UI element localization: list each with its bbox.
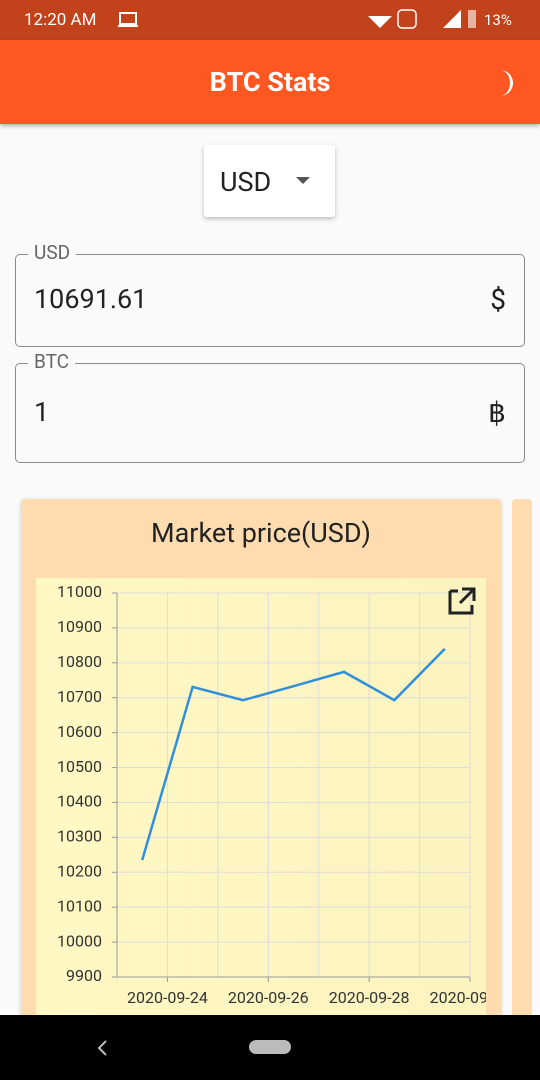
y-tick-label: 9900 (66, 966, 102, 985)
x-tick-label: 2020-09-30 (430, 988, 486, 1007)
field-label: BTC (28, 350, 76, 373)
plot-bg (36, 578, 486, 1015)
y-tick-label: 10100 (57, 896, 102, 915)
usd-field[interactable]: USD 10691.61 $ (15, 241, 525, 347)
nav-bar (0, 1015, 540, 1080)
field-suffix: ฿ (488, 396, 506, 429)
y-tick-label: 10500 (57, 757, 102, 776)
status-icons (368, 9, 476, 29)
currency-value: USD (220, 166, 272, 198)
card-title: Market price(USD) (151, 517, 371, 549)
laptop-icon (118, 12, 138, 27)
field-value: 1 (34, 396, 50, 428)
x-tick-label: 2020-09-26 (228, 988, 309, 1007)
app-bar: BTC Stats (0, 40, 540, 124)
y-tick-label: 10000 (57, 931, 102, 950)
y-tick-label: 10700 (57, 687, 102, 706)
btc-field[interactable]: BTC 1 ฿ (15, 350, 525, 463)
theme-toggle[interactable] (492, 68, 518, 98)
battery: 13% (484, 11, 512, 29)
y-tick-label: 10600 (57, 722, 102, 741)
currency-dropdown[interactable]: USD (204, 145, 335, 217)
status-bar: 12:20 AM 13% (0, 0, 540, 40)
app-title: BTC Stats (209, 66, 331, 98)
next-card (512, 499, 532, 1019)
field-label: USD (28, 241, 77, 264)
field-suffix: $ (490, 283, 506, 316)
x-tick-label: 2020-09-24 (127, 988, 208, 1007)
chart: 9900 10000 10100 10200 10300 10400 10500 10600 1… (36, 578, 486, 1015)
back-button[interactable] (96, 1039, 110, 1057)
y-tick-label: 10200 (57, 861, 102, 880)
y-tick-label: 10400 (57, 792, 102, 811)
open-icon[interactable] (448, 587, 476, 615)
field-value: 10691.61 (34, 283, 148, 315)
y-tick-label: 10800 (57, 652, 102, 671)
y-tick-label: 10900 (57, 617, 102, 636)
y-tick-label: 10300 (57, 827, 102, 846)
price-line (141, 647, 446, 861)
y-tick-label: 11000 (57, 582, 102, 601)
home-button[interactable] (249, 1040, 291, 1054)
x-tick-label: 2020-09-28 (329, 988, 410, 1007)
time: 12:20 AM (24, 10, 97, 30)
dropdown-arrow (296, 177, 310, 184)
